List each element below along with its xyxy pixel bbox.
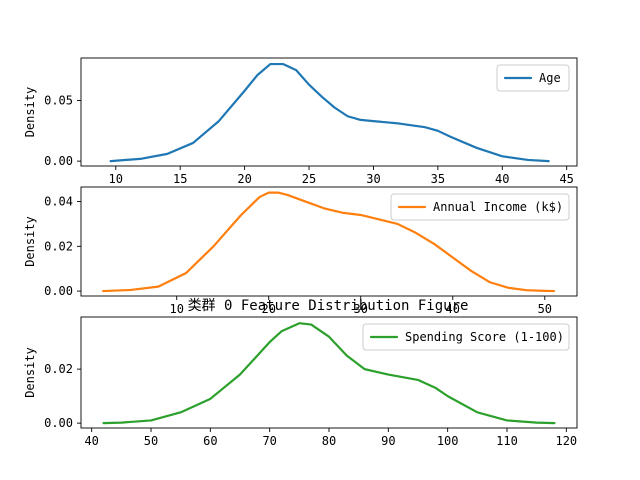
x-tick-label: 20 bbox=[237, 172, 251, 186]
y-tick-label: 0.00 bbox=[44, 416, 73, 430]
x-tick-label: 50 bbox=[144, 434, 158, 448]
legend-label: Age bbox=[539, 71, 561, 85]
axes-frame-1 bbox=[80, 57, 578, 167]
figure-title: 类群 0 Feature Distribution Figure bbox=[188, 298, 469, 314]
x-tick-label: 50 bbox=[538, 302, 552, 316]
x-tick-label: 70 bbox=[262, 434, 276, 448]
x-tick-label: 25 bbox=[302, 172, 316, 186]
y-tick-label: 0.00 bbox=[44, 154, 73, 168]
subplot-2: 10 20 30 40 50 0.00 0.02 0.04 Density Annual Inco… bbox=[23, 186, 578, 316]
legend-box bbox=[496, 64, 570, 92]
x-tick-label: 100 bbox=[437, 434, 459, 448]
x-tick-label: 35 bbox=[431, 172, 445, 186]
y-axis-label: Density bbox=[23, 87, 37, 138]
x-tick-label: 15 bbox=[173, 172, 187, 186]
y-tick-label: 0.02 bbox=[44, 239, 73, 253]
y-axis-label: Density bbox=[23, 216, 37, 267]
x-tick-label: 60 bbox=[203, 434, 217, 448]
legend-box bbox=[362, 323, 570, 351]
y-tick-label: 0.02 bbox=[44, 362, 73, 376]
legend-label: Spending Score (1-100) bbox=[405, 330, 564, 344]
x-tick-label: 110 bbox=[496, 434, 518, 448]
x-tick-label: 30 bbox=[354, 302, 368, 316]
series-line-1-1 bbox=[109, 62, 550, 163]
x-tick-label: 40 bbox=[495, 172, 509, 186]
x-tick-label: 45 bbox=[559, 172, 573, 186]
y-tick-label: 0.05 bbox=[44, 93, 73, 107]
y-tick-label: 0.00 bbox=[44, 284, 73, 298]
x-tick-label: 40 bbox=[84, 434, 98, 448]
legend-box bbox=[390, 193, 570, 221]
x-tick-label: 80 bbox=[322, 434, 336, 448]
y-tick-label: 0.04 bbox=[44, 195, 73, 209]
x-tick-label: 10 bbox=[109, 172, 123, 186]
x-tick-label: 120 bbox=[555, 434, 577, 448]
x-tick-label: 20 bbox=[261, 302, 275, 316]
subplot-3: 40 50 60 70 80 90 100 110 120 0.00 0.02 Density Spen… bbox=[23, 316, 578, 448]
legend-label: Annual Income (k$) bbox=[433, 200, 563, 214]
series-line-2-1 bbox=[101, 191, 556, 293]
axes-frame-2 bbox=[80, 186, 578, 297]
subplot-1: 10 15 20 25 30 35 40 45 0.00 0.05 Density Age bbox=[23, 57, 578, 186]
series-line-3-1 bbox=[102, 322, 556, 425]
x-tick-label: 40 bbox=[446, 302, 460, 316]
x-tick-label: 10 bbox=[169, 302, 183, 316]
x-tick-label: 30 bbox=[366, 172, 380, 186]
x-tick-label: 90 bbox=[381, 434, 395, 448]
y-axis-label: Density bbox=[23, 347, 37, 398]
